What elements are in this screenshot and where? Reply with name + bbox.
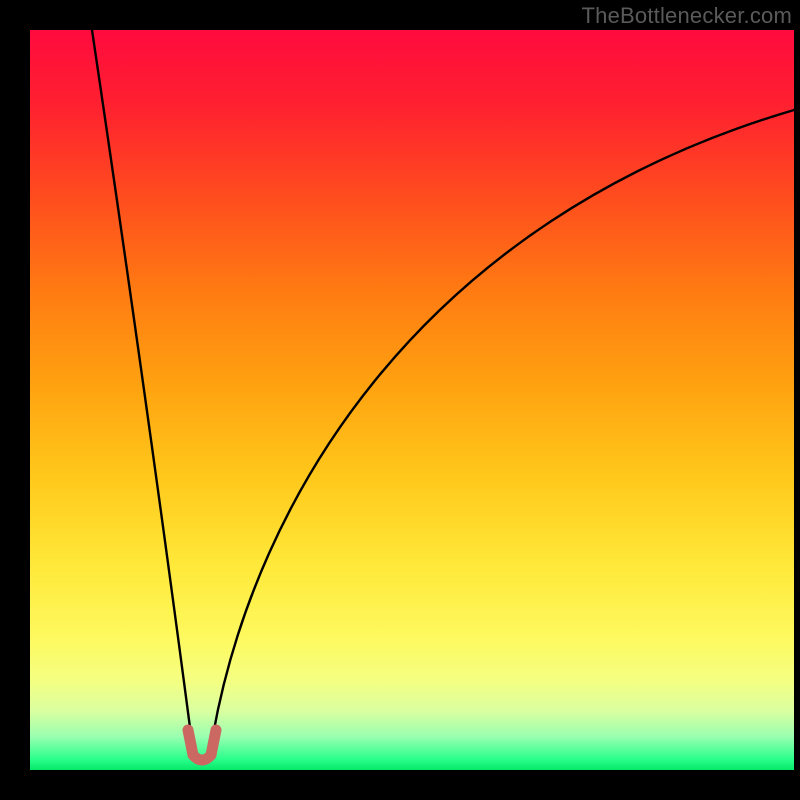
curve-left xyxy=(92,30,191,735)
curve-right xyxy=(213,110,794,735)
frame-right xyxy=(794,0,800,800)
plot-area xyxy=(30,30,794,770)
frame-left xyxy=(0,0,30,800)
frame-bottom xyxy=(0,770,800,800)
bottleneck-notch xyxy=(188,730,216,760)
watermark-text: TheBottlenecker.com xyxy=(582,3,792,29)
chart-root: TheBottlenecker.com xyxy=(0,0,800,800)
curve-layer xyxy=(30,30,794,770)
